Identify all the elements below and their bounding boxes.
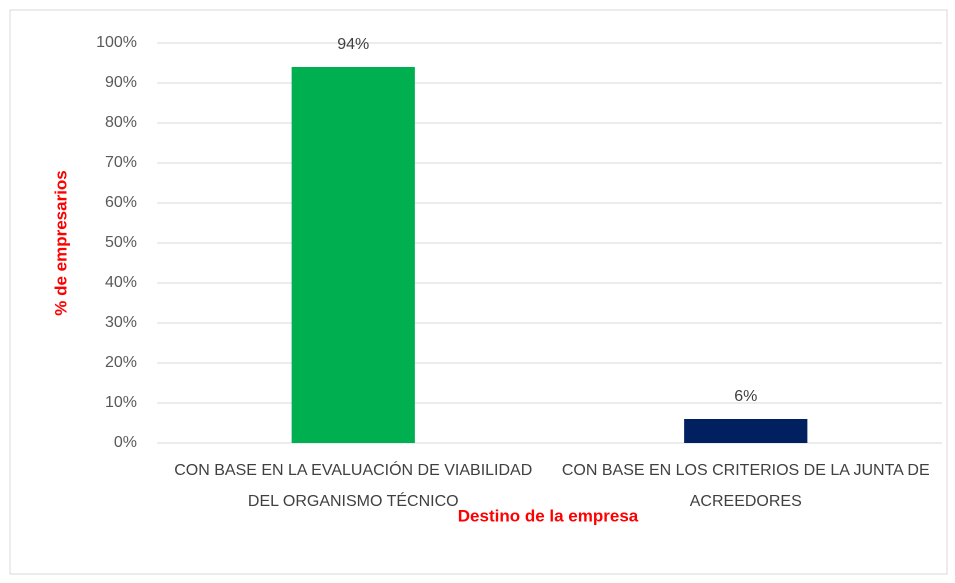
y-axis-label: % de empresarios <box>51 170 70 316</box>
y-tick-label: 50% <box>105 234 137 251</box>
y-tick-label: 60% <box>105 194 137 211</box>
y-tick-label: 80% <box>105 114 137 131</box>
x-axis-label: Destino de la empresa <box>458 506 639 525</box>
x-tick-label: CON BASE EN LA EVALUACIÓN DE VIABILIDAD … <box>174 462 533 510</box>
y-tick-label: 10% <box>105 394 137 411</box>
y-tick-label: 0% <box>114 434 137 451</box>
x-tick-label: CON BASE EN LOS CRITERIOS DE LA JUNTA DE… <box>561 462 930 510</box>
y-tick-label: 90% <box>105 74 137 91</box>
bar <box>684 419 808 443</box>
y-tick-label: 30% <box>105 314 137 331</box>
bar <box>291 67 415 443</box>
chart-border <box>9 9 948 575</box>
y-tick-label: 100% <box>96 34 137 51</box>
y-tick-label: 70% <box>105 154 137 171</box>
data-label: 94% <box>337 36 369 53</box>
data-label: 6% <box>734 388 757 405</box>
y-tick-label: 40% <box>105 274 137 291</box>
y-tick-label: 20% <box>105 354 137 371</box>
